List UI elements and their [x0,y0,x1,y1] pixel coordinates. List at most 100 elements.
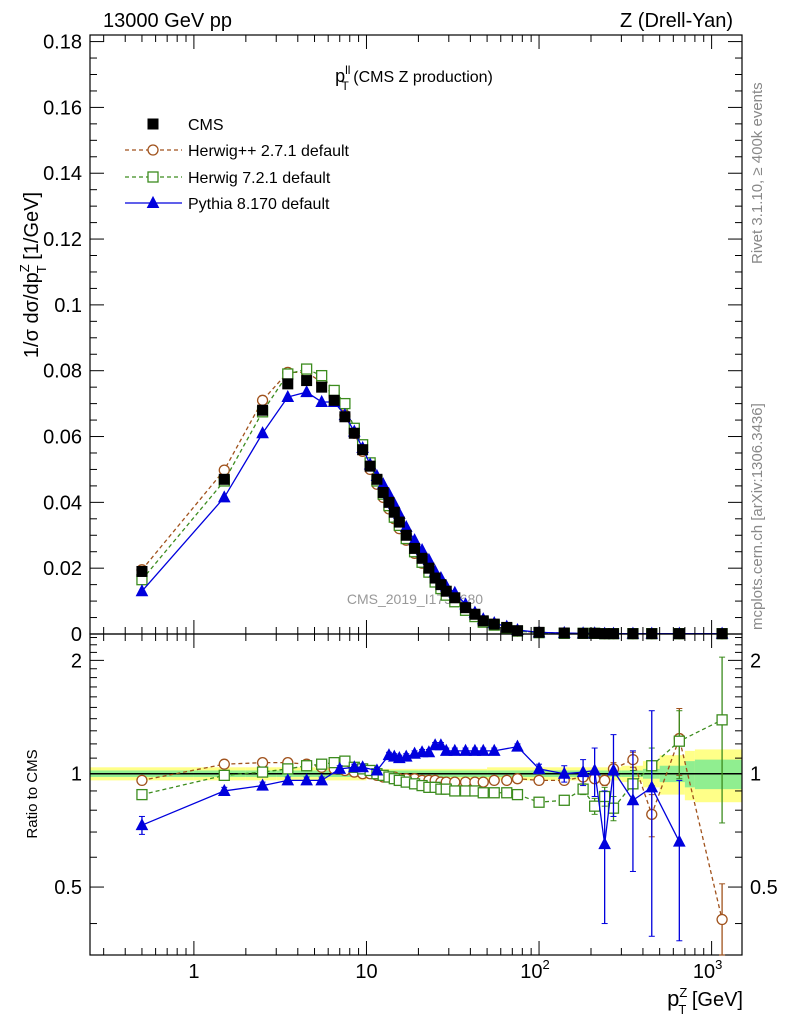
ratio-point-herwig7 [459,785,472,797]
y-tick-label: 0 [71,624,82,646]
data-point-pythia [281,389,295,403]
data-point-cms [409,542,421,554]
ratio-point-pythia [459,743,472,756]
ratio-point-herwig7 [316,758,328,770]
ratio-point-pythia [672,834,686,847]
data-point-cms [136,565,148,577]
x-tick-label: 10 [355,961,377,983]
ratio-y-tick-label-left: 1 [71,764,82,786]
rivet-label: Rivet 3.1.10, ≥ 400k events [749,82,766,264]
y-tick-label: 0.14 [43,163,82,185]
legend-label-cms: CMS [188,117,224,134]
main-plot-area: 0 0.02 0.04 0.06 0.08 0.1 0.12 0.14 0.16 0.18 [43,32,743,646]
ratio-point-pythia [281,773,295,786]
ratio-point-herwig7 [282,763,294,775]
data-point-cms [460,602,472,614]
data-point-cms [339,411,351,423]
data-point-cms [429,572,441,584]
y-tick-label: 0.16 [43,97,82,119]
ratio-point-pythia [588,763,601,776]
ratio-point-herwig7 [488,787,500,799]
ratio-y-tick-label-right: 2 [750,650,761,672]
ratio-point-pythia [315,773,328,786]
ratio-point-herwigpp [533,774,545,787]
data-point-cms [393,516,405,528]
data-point-pythia [217,490,231,503]
ratio-point-herwig7 [511,788,524,801]
ratio-point-pythia [468,743,482,756]
y-tick-label: 0.1 [54,295,82,317]
data-point-herwig7 [339,397,351,410]
data-point-cms [449,592,461,604]
ratio-point-herwig7 [533,796,545,808]
ratio-point-pythia [448,743,462,756]
ratio-point-herwig7 [477,787,489,799]
ratio-point-pythia [557,766,571,779]
data-point-cms [301,375,313,387]
legend-label-herwigpp: Herwig++ 2.7.1 default [188,143,350,160]
data-point-cms [577,627,589,639]
ratio-point-herwig7 [339,755,351,767]
mcplots-label: mcplots.cern.ch [arXiv:1306.3436] [749,403,766,630]
data-point-cms [488,618,500,630]
ratio-y-tick-label-right: 1 [750,764,761,786]
ratio-point-herwigpp [501,774,513,787]
ratio-point-herwig7 [300,760,313,772]
data-point-cms [357,444,369,456]
data-point-cms [377,486,389,498]
legend-marker-herwig7 [147,171,159,183]
y-tick-label: 0.18 [43,32,82,54]
data-point-cms [423,562,435,574]
main-y-axis-label: 1/σ dσ/dpZ T [1/GeV] [17,192,49,358]
ratio-point-pythia [434,738,448,751]
ratio-y-tick-label-left: 2 [71,650,82,672]
ratio-point-herwig7 [256,766,269,778]
data-point-cms [348,427,360,439]
ratio-point-pythia [645,780,659,793]
ratio-point-pythia [422,745,436,758]
ratio-point-pythia [511,739,524,752]
data-point-cms [218,473,230,485]
ratio-point-pythia [532,761,546,774]
ratio-point-pythia [487,743,501,756]
data-point-pythia [315,394,328,407]
ratio-point-herwig7 [673,735,685,747]
legend-marker-pythia [146,195,160,208]
data-point-pythia [135,584,149,597]
data-point-cms [371,473,383,485]
data-point-cms [400,529,412,541]
ratio-point-herwigpp [599,774,611,787]
y-tick-label: 0.06 [43,427,82,449]
x-tick-label: 1 [188,961,199,983]
legend-marker-cms [147,118,159,130]
ratio-point-herwigpp [716,913,728,926]
ratio-point-herwig7 [716,714,728,726]
data-point-cms [388,506,400,518]
data-point-pythia [256,426,269,439]
data-point-cms [558,627,570,639]
legend-label-pythia: Pythia 8.170 default [188,196,330,213]
x-tick-label: 102 [520,957,549,983]
data-point-herwig7 [282,368,294,380]
ratio-point-herwigpp [488,774,500,787]
data-point-cms [440,585,452,597]
ratio-point-pythia [356,760,369,773]
ratio-y-tick-label-right: 0.5 [750,877,778,899]
ratio-point-herwig7 [588,800,601,812]
x-axis-label: pZ T [GeV] [667,985,743,1017]
ratio-point-herwigpp [218,758,230,770]
ratio-point-herwig7 [449,785,461,797]
data-point-cms [469,608,481,620]
y-tick-label: 0.12 [43,229,82,251]
data-point-cms [364,460,376,472]
data-point-herwig7 [316,369,328,382]
ratio-point-herwigpp [136,774,148,787]
ratio-point-pythia [300,773,313,786]
ratio-point-pythia [370,763,384,776]
ratio-point-pythia [576,765,590,778]
legend-label-herwig7: Herwig 7.2.1 default [188,170,331,187]
ratio-point-pythia [607,763,620,776]
legend-marker-herwigpp [147,144,159,156]
process-label: Z (Drell-Yan) [620,10,733,32]
